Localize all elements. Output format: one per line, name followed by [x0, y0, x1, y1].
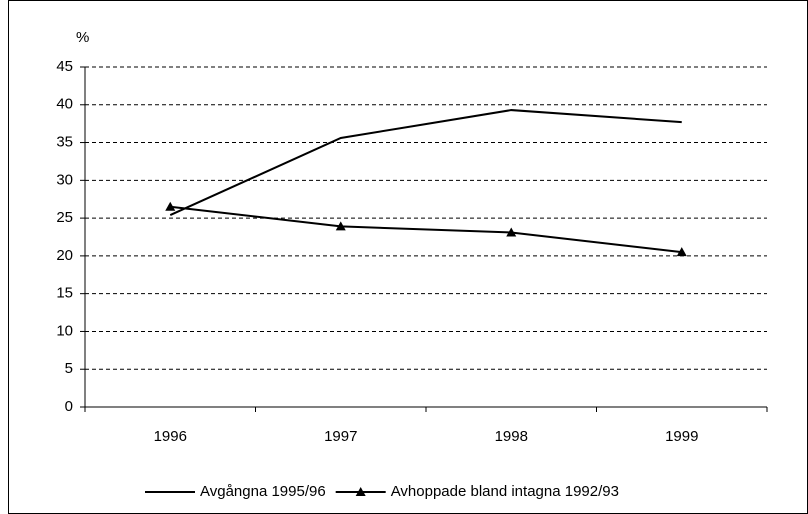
y-tick-label: 5	[65, 360, 73, 377]
marker	[165, 201, 176, 211]
marker	[335, 221, 346, 231]
line	[170, 205, 682, 254]
legend-label: Avhoppade bland intagna 1992/93	[391, 483, 619, 500]
y-tick-label: 10	[56, 322, 73, 339]
marker	[676, 247, 687, 257]
x-tick-label: 1996	[154, 428, 187, 445]
y-tick-label: 15	[56, 285, 73, 302]
y-tick-label: 25	[56, 209, 73, 226]
y-tick-label: 20	[56, 247, 73, 264]
y-axis-label: %	[76, 29, 89, 46]
y-tick-label: 35	[56, 134, 73, 151]
x-tick-label: 1997	[324, 428, 357, 445]
y-tick-label: 0	[65, 398, 73, 415]
x-tick-label: 1999	[665, 428, 698, 445]
legend-label: Avgångna 1995/96	[200, 483, 326, 500]
x-tick-label: 1998	[495, 428, 528, 445]
line	[169, 109, 682, 217]
legend-marker	[355, 487, 366, 496]
y-tick-label: 30	[56, 171, 73, 188]
marker	[506, 227, 517, 237]
y-tick-label: 40	[56, 96, 73, 113]
chart-frame	[8, 0, 808, 514]
y-tick-label: 45	[56, 58, 73, 75]
